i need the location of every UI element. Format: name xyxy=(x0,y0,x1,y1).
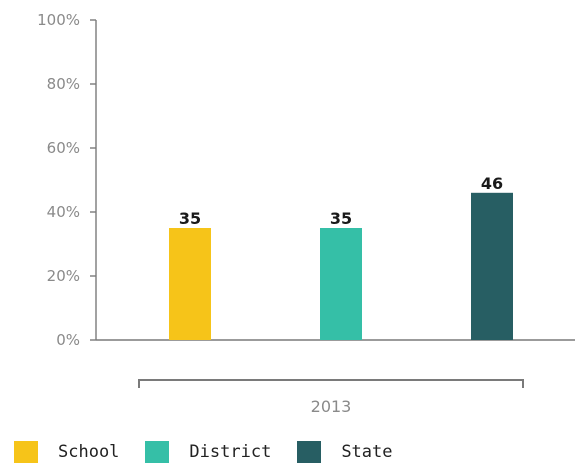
y-tick-label: 100% xyxy=(37,11,80,29)
data-label-school: 35 xyxy=(179,209,201,228)
legend: School District State xyxy=(14,437,419,467)
bar-school xyxy=(169,228,211,340)
legend-swatch-state xyxy=(297,441,322,463)
legend-label-school: School xyxy=(58,442,120,462)
bar-district xyxy=(320,228,362,340)
data-label-district: 35 xyxy=(330,209,352,228)
category-label: 2013 xyxy=(311,397,352,416)
data-labels: 35 35 46 xyxy=(179,174,503,228)
legend-item-district: District xyxy=(145,441,271,463)
category-bracket xyxy=(138,379,524,388)
y-tick-label: 20% xyxy=(47,267,80,285)
legend-item-school: School xyxy=(14,441,119,463)
y-tick-label: 0% xyxy=(56,331,80,349)
y-tick-label: 80% xyxy=(47,75,80,93)
bar-chart: 0% 20% 40% 60% 80% 100% 35 35 46 2013 xyxy=(37,11,575,416)
data-label-state: 46 xyxy=(481,174,503,193)
y-tick-label: 40% xyxy=(47,203,80,221)
x-axis-group: 2013 xyxy=(138,379,524,416)
y-tick-label: 60% xyxy=(47,139,80,157)
legend-item-state: State xyxy=(297,441,393,463)
legend-label-district: District xyxy=(189,442,272,462)
bar-state xyxy=(471,192,513,340)
legend-swatch-school xyxy=(14,441,38,463)
legend-label-state: State xyxy=(341,442,393,462)
bars xyxy=(169,192,513,340)
legend-swatch-district xyxy=(145,441,170,463)
